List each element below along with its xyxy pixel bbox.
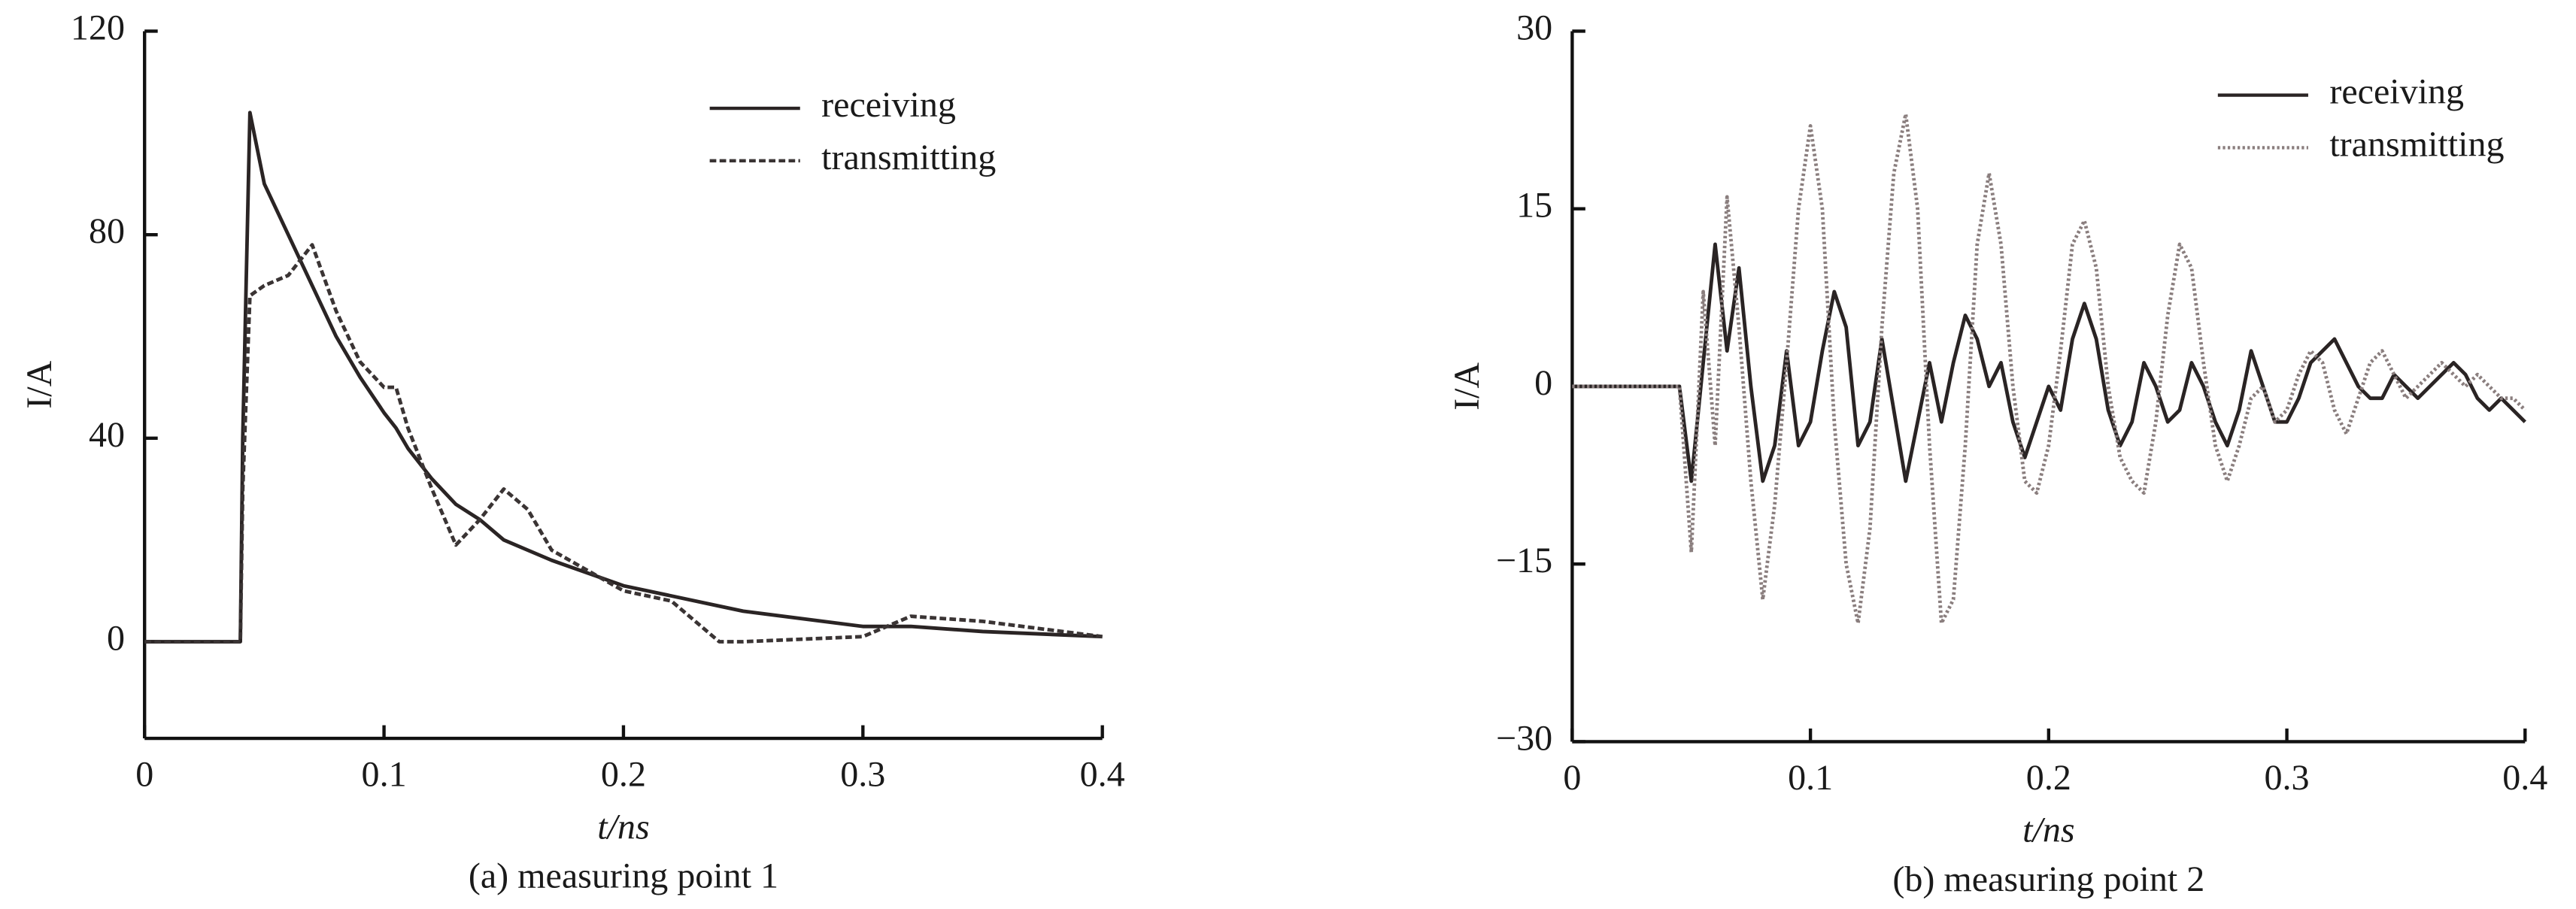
y-tick-label: 30	[1516, 8, 1552, 47]
series-line	[144, 111, 1103, 644]
x-tick-label: 0.3	[2265, 758, 2310, 798]
series-line	[1572, 242, 2526, 483]
x-tick-label: 0.1	[362, 754, 407, 794]
y-tick-label: 120	[71, 8, 125, 47]
y-tick-label: 0	[107, 619, 125, 659]
caption: (b) measuring point 2	[1892, 859, 2204, 899]
y-tick-label: 15	[1516, 186, 1552, 226]
y-tick-label: 40	[89, 415, 125, 455]
x-tick-label: 0	[135, 754, 153, 794]
x-tick-label: 0.2	[2026, 758, 2071, 798]
y-axis-label: I/A	[1447, 362, 1487, 411]
x-tick-label: 0.4	[1080, 754, 1125, 794]
x-axis-label: t/ns	[2022, 811, 2074, 850]
legend-label: transmitting	[2329, 124, 2504, 164]
y-tick-label: 80	[89, 211, 125, 251]
series-line	[1572, 112, 2526, 626]
series-line	[144, 243, 1103, 644]
legend-label: receiving	[821, 85, 956, 125]
legend-label: transmitting	[821, 138, 996, 177]
x-tick-label: 0.3	[840, 754, 885, 794]
legend-label: receiving	[2329, 72, 2464, 112]
x-tick-label: 0	[1563, 758, 1581, 798]
caption: (a) measuring point 1	[469, 856, 778, 896]
y-axis-label: I/A	[20, 360, 59, 408]
x-tick-label: 0.4	[2502, 758, 2547, 798]
x-tick-label: 0.1	[1788, 758, 1833, 798]
y-tick-label: 0	[1534, 363, 1552, 403]
x-tick-label: 0.2	[601, 754, 646, 794]
x-axis-label: t/ns	[597, 807, 649, 847]
y-tick-label: −15	[1496, 541, 1552, 580]
y-tick-label: −30	[1496, 718, 1552, 758]
